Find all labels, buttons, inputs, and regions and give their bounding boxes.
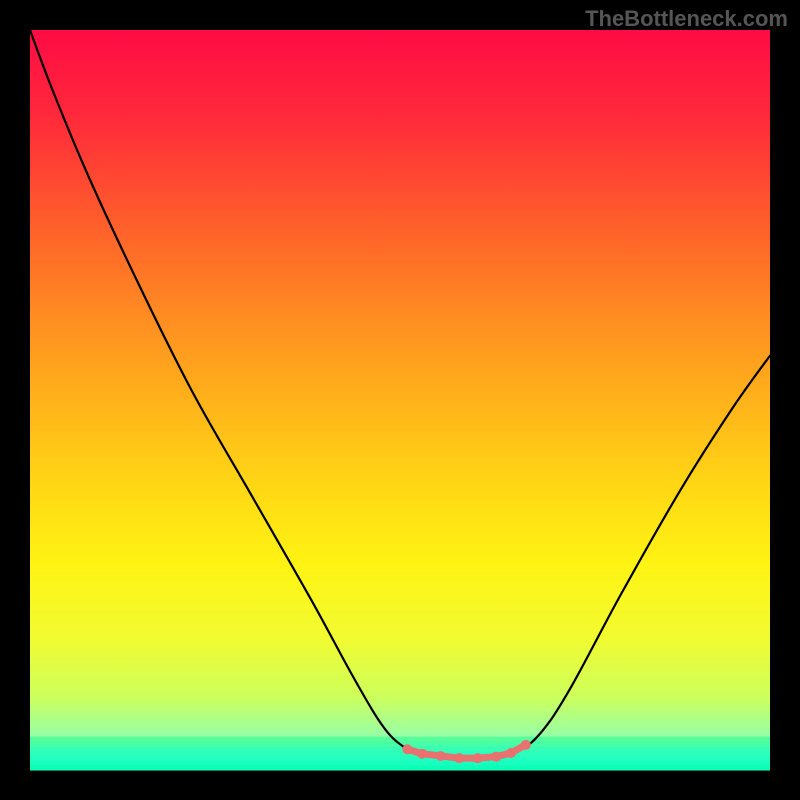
optimal-range-dot <box>473 753 483 763</box>
optimal-range-dot <box>506 748 516 758</box>
optimal-range-dot <box>402 744 412 754</box>
optimal-range-dot <box>417 749 427 759</box>
optimal-range-dot <box>491 752 501 762</box>
chart-container: TheBottleneck.com <box>0 0 800 800</box>
optimal-range-dot <box>454 753 464 763</box>
watermark-text: TheBottleneck.com <box>585 6 788 32</box>
optimal-range-dot <box>521 740 531 750</box>
chart-svg <box>0 0 800 800</box>
optimal-range-dot <box>436 751 446 761</box>
